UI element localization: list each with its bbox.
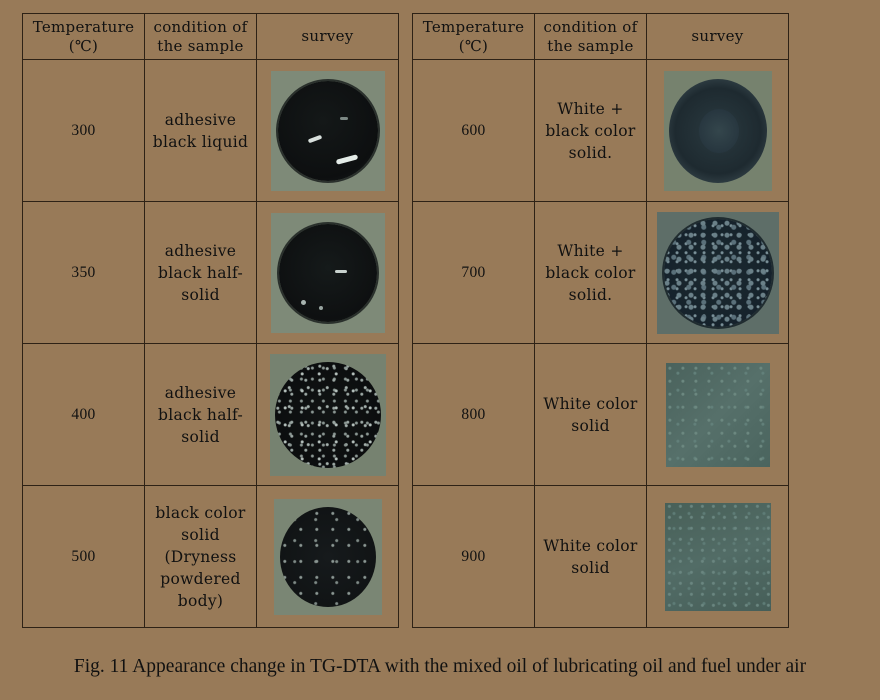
sample-photo xyxy=(270,212,385,333)
sample-photo xyxy=(656,211,779,334)
sample-photo xyxy=(273,498,382,615)
condition-text: adhesive black half- solid xyxy=(157,241,244,304)
condition-cell: adhesive black liquid xyxy=(144,59,257,202)
survey-cell xyxy=(256,343,399,486)
condition-header-line1: condition of xyxy=(543,17,638,36)
survey-header: survey xyxy=(646,13,789,60)
condition-cell: White + black color solid. xyxy=(534,201,647,344)
left-results-table: Temperature (℃) condition of the sample … xyxy=(22,13,399,628)
table-row: 350 adhesive black half- solid xyxy=(22,201,399,344)
sample-disc xyxy=(278,223,377,322)
condition-text: White + black color solid. xyxy=(545,99,636,162)
sample-disc xyxy=(279,506,376,607)
sample-disc xyxy=(274,361,381,468)
white-solid-patch xyxy=(665,362,770,467)
sample-disc xyxy=(663,218,772,327)
survey-cell xyxy=(646,59,789,202)
sample-photo xyxy=(270,70,385,191)
temperature-header-label: Temperature xyxy=(32,17,135,36)
temperature-header-unit: (℃) xyxy=(68,36,99,55)
temperature-cell: 800 xyxy=(412,343,535,486)
table-row: 900 White color solid xyxy=(412,485,789,628)
sample-disc xyxy=(277,80,378,181)
condition-header-line2: the sample xyxy=(547,36,634,55)
temperature-cell: 900 xyxy=(412,485,535,628)
white-solid-patch xyxy=(664,502,771,611)
sample-disc xyxy=(668,78,767,183)
condition-text: adhesive black liquid xyxy=(152,110,249,151)
sample-photo xyxy=(664,502,771,611)
temperature-header: Temperature (℃) xyxy=(22,13,145,60)
survey-cell xyxy=(256,59,399,202)
table-row: 700 White + black color solid. xyxy=(412,201,789,344)
condition-cell: adhesive black half- solid xyxy=(144,201,257,344)
condition-text: White color solid xyxy=(543,394,638,435)
table-header-row: Temperature (℃) condition of the sample … xyxy=(412,13,789,60)
table-row: 400 adhesive black half- solid xyxy=(22,343,399,486)
temperature-cell: 700 xyxy=(412,201,535,344)
table-row: 500 black color solid (Dryness powdered … xyxy=(22,485,399,628)
condition-header-line2: the sample xyxy=(157,36,244,55)
condition-header: condition of the sample xyxy=(144,13,257,60)
condition-cell: White color solid xyxy=(534,485,647,628)
temperature-header: Temperature (℃) xyxy=(412,13,535,60)
temperature-header-label: Temperature xyxy=(422,17,525,36)
sample-photo xyxy=(665,362,770,467)
survey-cell xyxy=(256,485,399,628)
condition-text: White + black color solid. xyxy=(545,241,636,304)
temperature-cell: 600 xyxy=(412,59,535,202)
table-row: 800 White color solid xyxy=(412,343,789,486)
condition-header: condition of the sample xyxy=(534,13,647,60)
temperature-cell: 350 xyxy=(22,201,145,344)
survey-header: survey xyxy=(256,13,399,60)
survey-cell xyxy=(646,343,789,486)
condition-cell: White + black color solid. xyxy=(534,59,647,202)
sample-photo xyxy=(663,70,772,191)
survey-cell xyxy=(256,201,399,344)
right-results-table: Temperature (℃) condition of the sample … xyxy=(412,13,789,628)
temperature-cell: 300 xyxy=(22,59,145,202)
table-row: 600 White + black color solid. xyxy=(412,59,789,202)
temperature-cell: 400 xyxy=(22,343,145,486)
survey-cell xyxy=(646,485,789,628)
condition-text: adhesive black half- solid xyxy=(157,383,244,446)
temperature-cell: 500 xyxy=(22,485,145,628)
sample-photo xyxy=(269,353,386,476)
temperature-header-unit: (℃) xyxy=(458,36,489,55)
condition-text: White color solid xyxy=(543,536,638,577)
condition-header-line1: condition of xyxy=(153,17,248,36)
condition-cell: black color solid (Dryness powdered body… xyxy=(144,485,257,628)
table-row: 300 adhesive black liquid xyxy=(22,59,399,202)
condition-cell: White color solid xyxy=(534,343,647,486)
figure-caption: Fig. 11 Appearance change in TG-DTA with… xyxy=(73,656,807,677)
condition-text: black color solid (Dryness powdered body… xyxy=(155,503,246,610)
table-header-row: Temperature (℃) condition of the sample … xyxy=(22,13,399,60)
condition-cell: adhesive black half- solid xyxy=(144,343,257,486)
survey-cell xyxy=(646,201,789,344)
